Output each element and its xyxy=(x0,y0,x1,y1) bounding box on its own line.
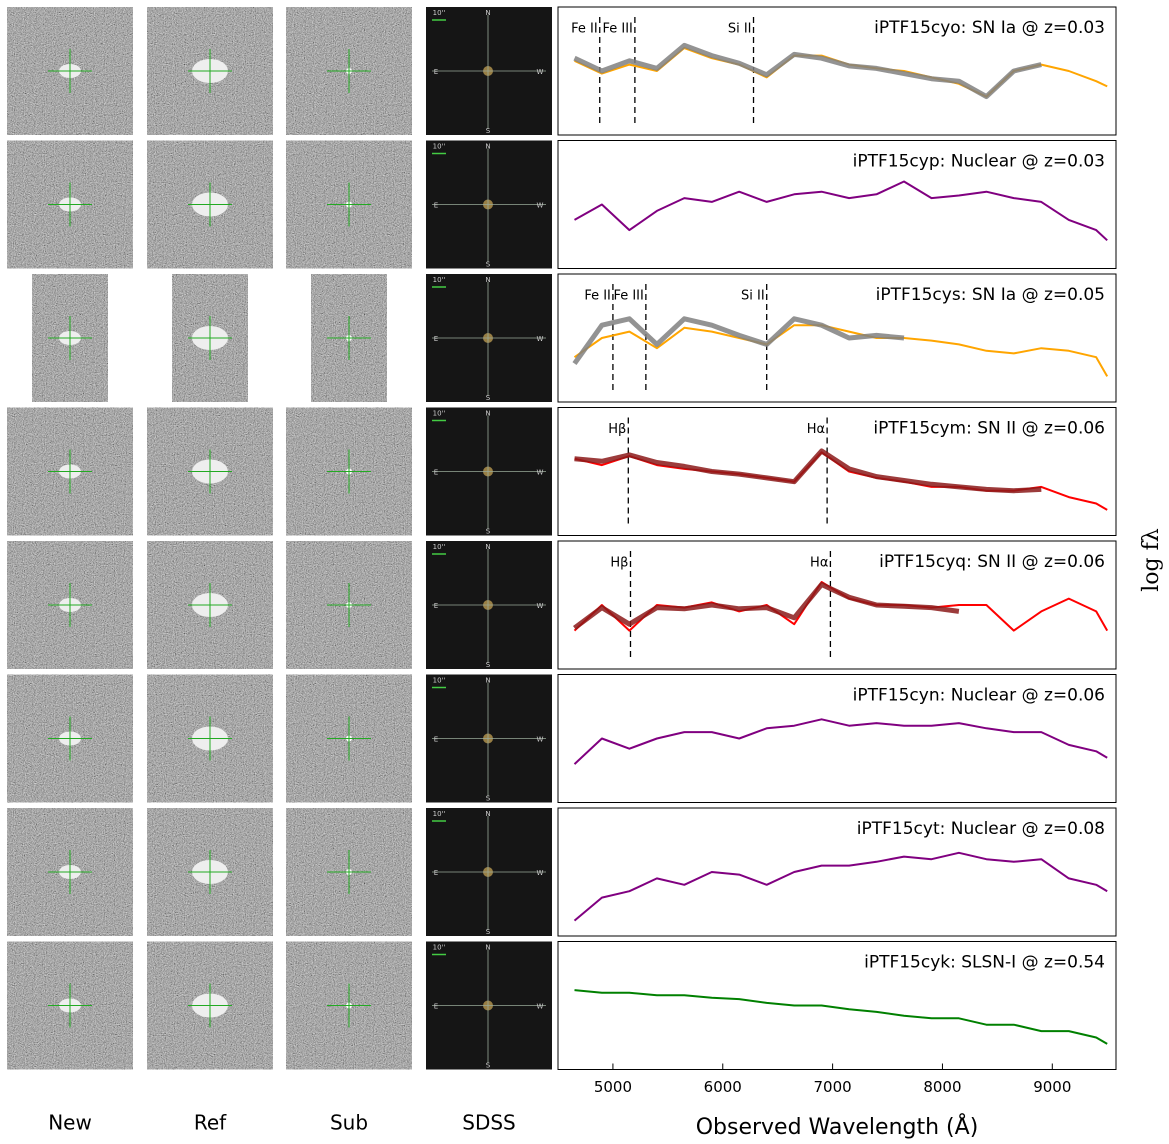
spectrum xyxy=(573,851,1108,922)
sdss-south: S xyxy=(486,261,491,269)
spectrum xyxy=(573,582,960,631)
sdss-south: S xyxy=(486,394,491,402)
sdss-east: E xyxy=(434,202,438,210)
x-tick-label: 5000 xyxy=(594,1078,632,1096)
x-tick-label: 7000 xyxy=(814,1078,852,1096)
panel-title: iPTF15cyp: Nuclear @ z=0.03 xyxy=(853,152,1105,172)
spectrum xyxy=(574,448,1042,494)
spectrum xyxy=(572,316,905,366)
line-label: Hβ xyxy=(608,422,626,437)
x-axis-label: Observed Wavelength (Å) xyxy=(696,1113,979,1140)
spectrum xyxy=(574,180,1108,242)
sdss-scale: 10'' xyxy=(433,543,446,551)
spectrum xyxy=(573,324,1109,377)
sdss-west: W xyxy=(537,469,544,477)
panel-title: iPTF15cys: SN Ia @ z=0.05 xyxy=(876,285,1105,305)
sdss-east: E xyxy=(434,469,438,477)
spectrum-panel xyxy=(557,674,1117,803)
sdss-north: N xyxy=(485,143,490,151)
sdss-scale: 10'' xyxy=(433,944,446,952)
spectrum xyxy=(573,42,1042,100)
sdss-west: W xyxy=(537,869,544,877)
sdss-west: W xyxy=(537,602,544,610)
line-label: Fe III xyxy=(613,289,643,304)
sdss-east: E xyxy=(434,68,438,76)
spectrum xyxy=(573,718,1108,765)
line-label: Fe II xyxy=(571,22,598,37)
panel-title: iPTF15cyq: SN II @ z=0.06 xyxy=(879,552,1105,572)
sdss-north: N xyxy=(485,944,490,952)
sdss-south: S xyxy=(486,661,491,669)
line-label: Fe III xyxy=(602,22,632,37)
line-label: Hα xyxy=(807,422,825,437)
sdss-north: N xyxy=(485,410,490,418)
sdss-north: N xyxy=(485,810,490,818)
line-label: Si II xyxy=(741,289,765,304)
sdss-east: E xyxy=(434,736,438,744)
spectrum-panel xyxy=(557,407,1117,536)
sdss-south: S xyxy=(486,1062,491,1070)
spectrum xyxy=(574,989,1108,1045)
sdss-west: W xyxy=(537,335,544,343)
column-label: Sub xyxy=(330,1111,368,1135)
spectrum-panel xyxy=(557,540,1117,670)
panel-title: iPTF15cym: SN II @ z=0.06 xyxy=(873,419,1105,439)
panel-title: iPTF15cyn: Nuclear @ z=0.06 xyxy=(853,686,1105,706)
spectrum-panel xyxy=(557,941,1117,1070)
sdss-south: S xyxy=(486,928,491,936)
sdss-scale: 10'' xyxy=(433,9,446,17)
line-label: Hβ xyxy=(610,556,628,571)
sdss-scale: 10'' xyxy=(433,677,446,685)
column-label: New xyxy=(48,1111,92,1135)
sdss-west: W xyxy=(537,1003,544,1011)
line-label: Fe II xyxy=(584,289,611,304)
sdss-west: W xyxy=(537,736,544,744)
panel-title: iPTF15cyt: Nuclear @ z=0.08 xyxy=(857,819,1105,839)
sdss-scale: 10'' xyxy=(433,276,446,284)
sdss-east: E xyxy=(434,869,438,877)
sdss-west: W xyxy=(537,68,544,76)
x-tick-label: 9000 xyxy=(1033,1078,1071,1096)
sdss-north: N xyxy=(485,543,490,551)
column-label: SDSS xyxy=(462,1111,516,1135)
sdss-north: N xyxy=(485,9,490,17)
panel-title: iPTF15cyo: SN Ia @ z=0.03 xyxy=(874,18,1105,38)
column-label: Ref xyxy=(194,1111,227,1135)
sdss-south: S xyxy=(486,528,491,536)
sdss-scale: 10'' xyxy=(433,810,446,818)
line-label: Si II xyxy=(728,22,752,37)
sdss-south: S xyxy=(486,795,491,803)
x-tick-label: 6000 xyxy=(704,1078,742,1096)
sdss-scale: 10'' xyxy=(433,410,446,418)
spectrum-panel xyxy=(557,807,1117,937)
sdss-south: S xyxy=(486,127,491,135)
panel-title: iPTF15cyk: SLSN-I @ z=0.54 xyxy=(864,953,1105,973)
line-label: Hα xyxy=(810,556,828,571)
sdss-east: E xyxy=(434,602,438,610)
x-tick-label: 8000 xyxy=(923,1078,961,1096)
sdss-scale: 10'' xyxy=(433,143,446,151)
sdss-west: W xyxy=(537,202,544,210)
sdss-north: N xyxy=(485,677,490,685)
spectrum-panel xyxy=(557,140,1117,269)
sdss-east: E xyxy=(434,335,438,343)
y-axis-label: log fλ xyxy=(1139,528,1164,592)
sdss-north: N xyxy=(485,276,490,284)
sdss-east: E xyxy=(434,1003,438,1011)
